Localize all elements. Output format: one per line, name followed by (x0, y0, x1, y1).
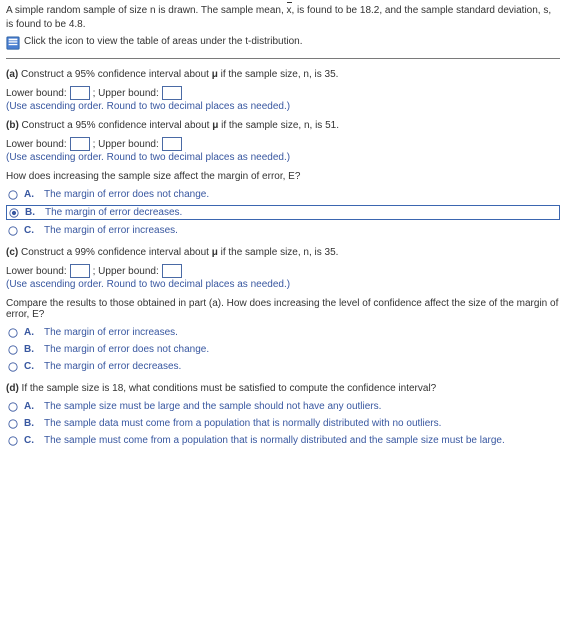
upper-bound-label: ; Upper bound: (93, 88, 159, 99)
part-c-upper-input[interactable] (162, 264, 182, 278)
radio-unchecked-icon (8, 345, 18, 355)
rounding-hint: (Use ascending order. Round to two decim… (6, 101, 560, 112)
part-d-option-c[interactable]: C. The sample must come from a populatio… (6, 434, 560, 447)
part-b-bounds: Lower bound: ; Upper bound: (6, 137, 560, 151)
part-b-option-c[interactable]: C. The margin of error increases. (6, 224, 560, 237)
part-b-prompt: (b) Construct a 95% confidence interval … (6, 120, 560, 131)
radio-unchecked-icon (8, 402, 18, 412)
part-d-option-a[interactable]: A. The sample size must be large and the… (6, 400, 560, 413)
radio-unchecked-icon (8, 190, 18, 200)
part-a-prompt: (a) Construct a 95% confidence interval … (6, 69, 560, 80)
radio-unchecked-icon (8, 436, 18, 446)
lower-bound-label: Lower bound: (6, 88, 67, 99)
intro-text: A simple random sample of size n is draw… (6, 5, 287, 16)
radio-unchecked-icon (8, 419, 18, 429)
rounding-hint: (Use ascending order. Round to two decim… (6, 279, 560, 290)
part-b-option-a[interactable]: A. The margin of error does not change. (6, 188, 560, 201)
radio-unchecked-icon (8, 328, 18, 338)
part-b-upper-input[interactable] (162, 137, 182, 151)
part-c-label: (c) (6, 247, 18, 258)
divider (6, 58, 560, 59)
part-a-label: (a) (6, 69, 18, 80)
part-a-upper-input[interactable] (162, 86, 182, 100)
table-icon[interactable] (6, 36, 20, 50)
rounding-hint: (Use ascending order. Round to two decim… (6, 152, 560, 163)
part-a-bounds: Lower bound: ; Upper bound: (6, 86, 560, 100)
xbar-symbol: x (287, 4, 292, 18)
radio-unchecked-icon (8, 362, 18, 372)
intro-line-1: A simple random sample of size n is draw… (6, 4, 560, 32)
intro-text: , is found to be (292, 5, 360, 16)
part-c-prompt: (c) Construct a 99% confidence interval … (6, 247, 560, 258)
part-b-label: (b) (6, 120, 19, 131)
upper-bound-label: ; Upper bound: (93, 266, 159, 277)
part-d-label: (d) (6, 383, 19, 394)
part-c-bounds: Lower bound: ; Upper bound: (6, 264, 560, 278)
intro-link-text[interactable]: Click the icon to view the table of area… (24, 36, 302, 47)
radio-checked-icon (9, 208, 19, 218)
part-c-option-a[interactable]: A. The margin of error increases. (6, 326, 560, 339)
upper-bound-label: ; Upper bound: (93, 139, 159, 150)
part-b-question: How does increasing the sample size affe… (6, 171, 560, 182)
mean-value: 18.2 (360, 5, 379, 16)
part-c-option-b[interactable]: B. The margin of error does not change. (6, 343, 560, 356)
lower-bound-label: Lower bound: (6, 139, 67, 150)
part-b-option-b[interactable]: B. The margin of error decreases. (6, 205, 560, 220)
lower-bound-label: Lower bound: (6, 266, 67, 277)
part-b-lower-input[interactable] (70, 137, 90, 151)
part-c-lower-input[interactable] (70, 264, 90, 278)
intro-text: . (83, 19, 86, 30)
part-a-lower-input[interactable] (70, 86, 90, 100)
part-d-option-b[interactable]: B. The sample data must come from a popu… (6, 417, 560, 430)
part-d-prompt: (d) If the sample size is 18, what condi… (6, 383, 560, 394)
radio-unchecked-icon (8, 226, 18, 236)
part-c-option-c[interactable]: C. The margin of error decreases. (6, 360, 560, 373)
sd-value: 4.8 (69, 19, 83, 30)
part-c-question: Compare the results to those obtained in… (6, 298, 560, 320)
